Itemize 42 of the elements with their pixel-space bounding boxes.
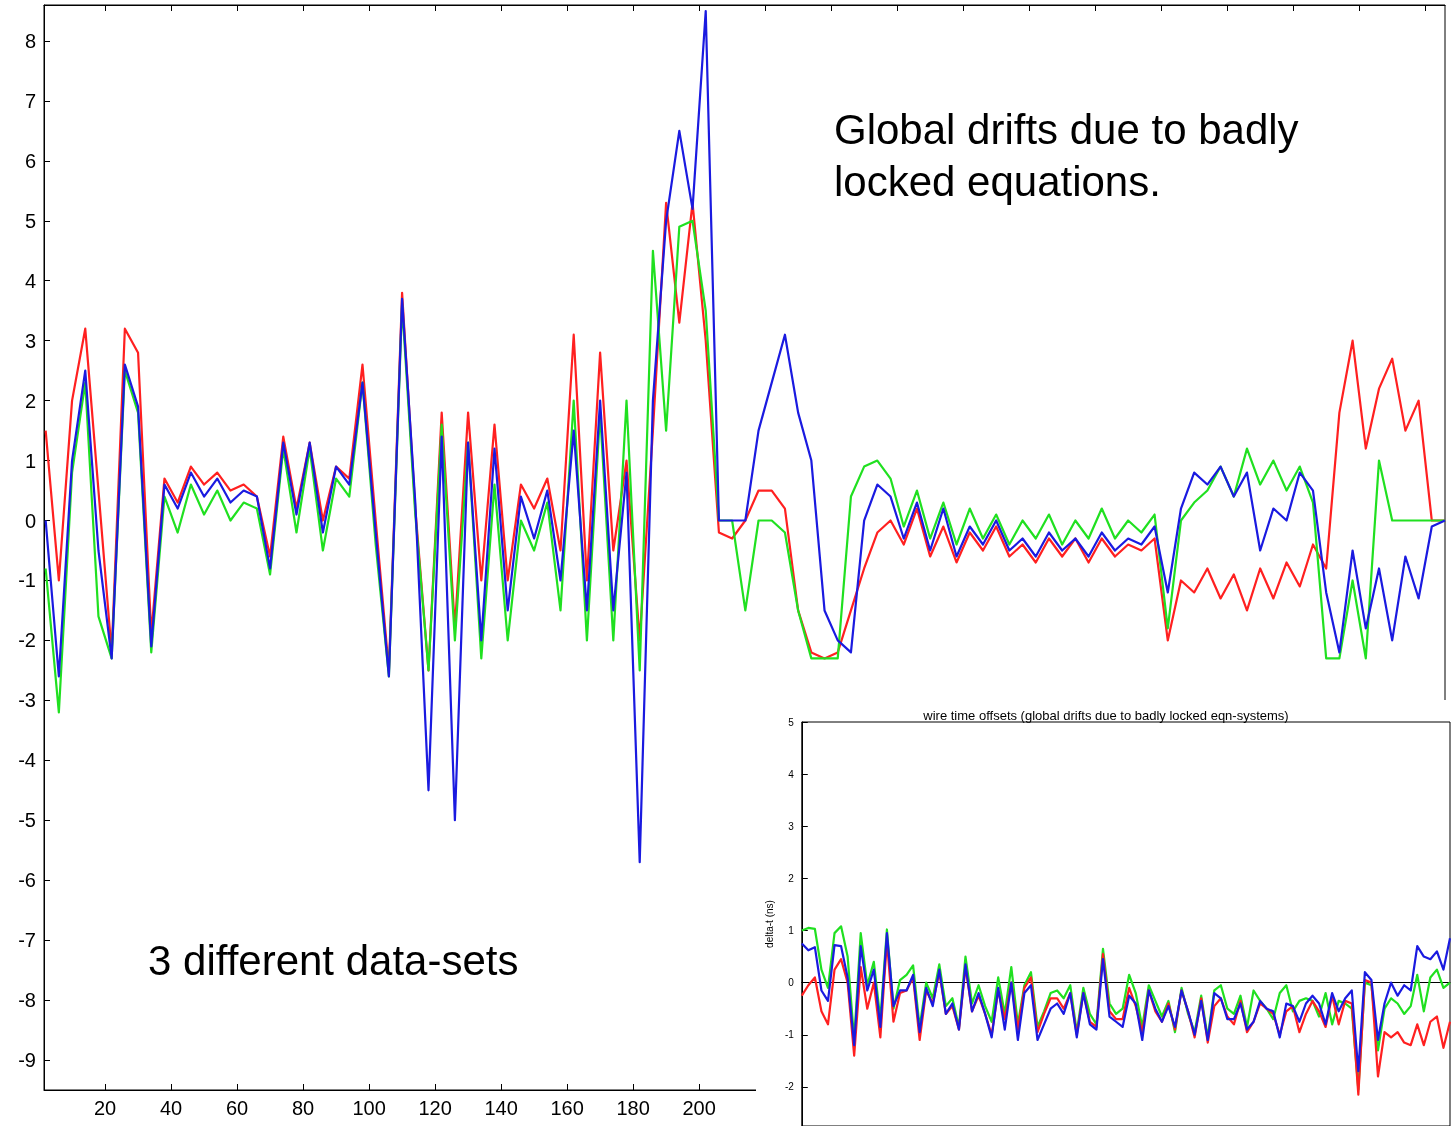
y-tick-label: -5 xyxy=(18,809,36,832)
y-tick-label: 0 xyxy=(788,977,795,989)
x-tick-label: 60 xyxy=(225,1097,249,1119)
chart-title: wire time offsets (global drifts due to badly locked eqn-systems) xyxy=(922,708,1289,723)
y-tick-label: 6 xyxy=(24,149,36,172)
y-tick-label: 8 xyxy=(24,29,36,52)
y-tick-label: 2 xyxy=(24,389,36,412)
y-tick-label: -2 xyxy=(18,629,36,652)
y-tick-label: 1 xyxy=(24,449,36,472)
x-tick-label: 200 xyxy=(682,1097,716,1119)
y-tick-label: 4 xyxy=(788,768,795,780)
x-tick-label: 140 xyxy=(484,1097,518,1119)
x-tick-label: 100 xyxy=(352,1097,386,1119)
y-tick-label: 5 xyxy=(24,209,36,232)
y-tick-label: -3 xyxy=(18,689,36,712)
annotation: Global drifts due to badly locked equations. xyxy=(834,105,1311,206)
y-tick-label: -7 xyxy=(18,929,36,952)
x-tick-label: 160 xyxy=(550,1097,584,1119)
y-tick-label: -6 xyxy=(18,869,36,892)
y-tick-label: -4 xyxy=(18,749,36,772)
line-series xyxy=(800,932,1452,1073)
y-tick-label: 1 xyxy=(788,925,795,937)
y-tick-label: 0 xyxy=(24,509,36,532)
y-tick-label: -9 xyxy=(18,1049,36,1072)
x-tick-label: 120 xyxy=(418,1097,452,1119)
y-tick-label: -2 xyxy=(784,1081,795,1093)
y-tick-label: 3 xyxy=(788,820,795,832)
y-axis-title: delta-t (ns) xyxy=(763,900,775,948)
x-tick-label: 20 xyxy=(93,1097,117,1119)
y-tick-label: 3 xyxy=(24,329,36,352)
line-series xyxy=(44,9,1447,864)
y-tick-label: -1 xyxy=(18,569,36,592)
y-tick-label: 5 xyxy=(788,716,795,728)
y-tick-label: -8 xyxy=(18,989,36,1012)
y-tick-label: 2 xyxy=(788,872,795,884)
y-tick-label: -1 xyxy=(784,1029,795,1041)
y-tick-label: 7 xyxy=(24,89,36,112)
x-tick-label: 80 xyxy=(291,1097,315,1119)
x-tick-label: 180 xyxy=(616,1097,650,1119)
annotation: 3 different data-sets xyxy=(148,936,519,984)
x-tick-label: 40 xyxy=(159,1097,183,1119)
y-tick-label: 4 xyxy=(24,269,36,292)
